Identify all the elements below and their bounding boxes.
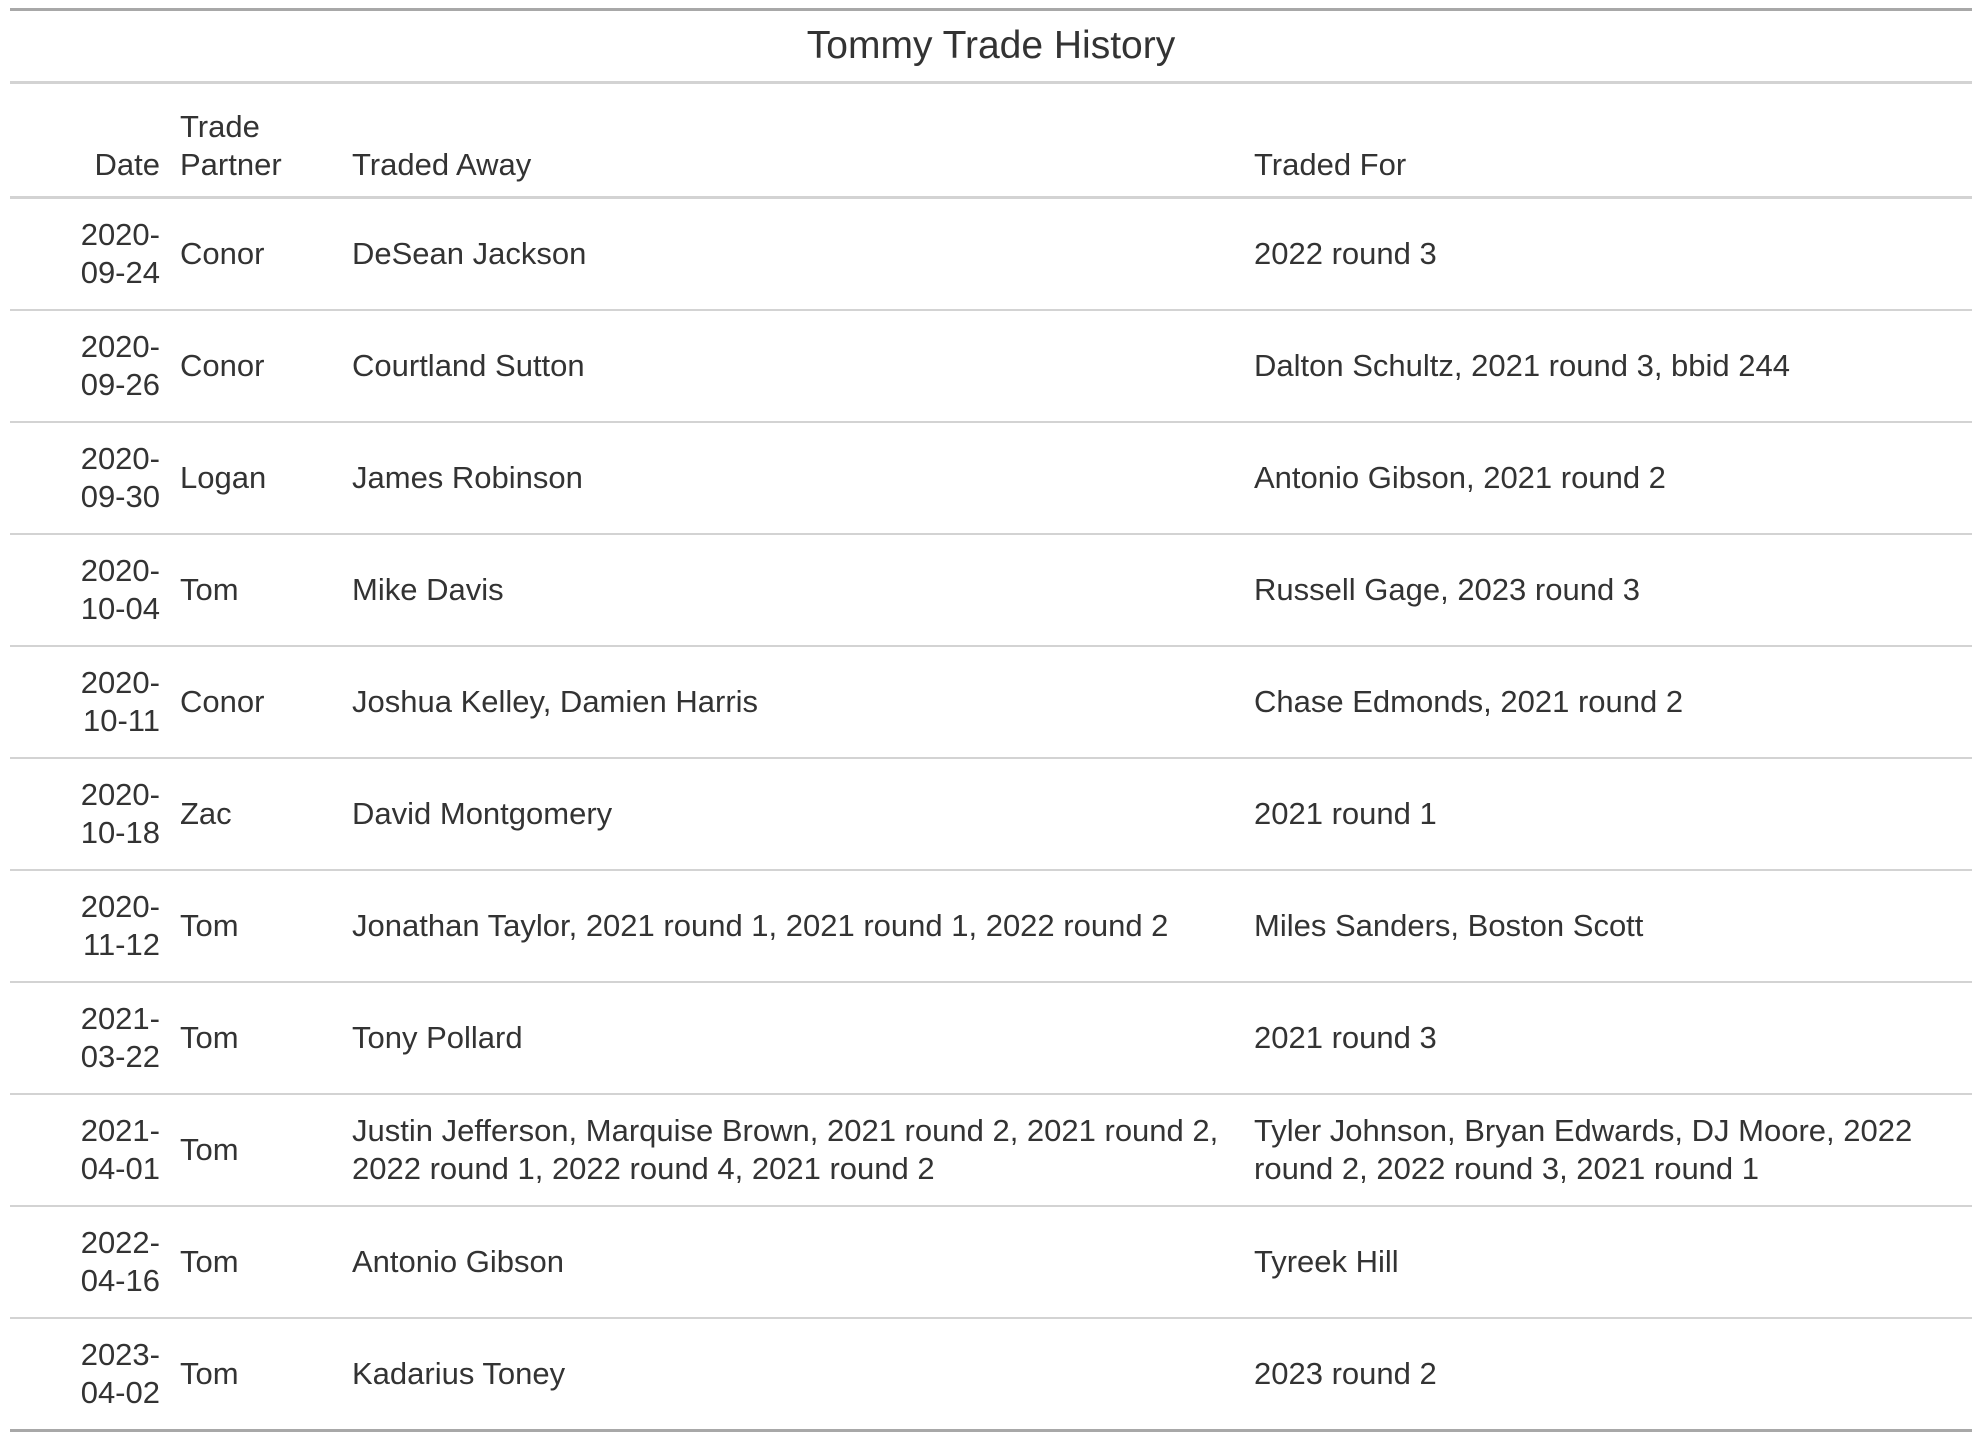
cell-date-monthday: 09-26	[80, 367, 160, 402]
cell-date-year: 2022-	[80, 1225, 160, 1260]
cell-date-monthday: 10-11	[83, 703, 160, 738]
cell-date-year: 2023-	[80, 1337, 160, 1372]
table-row: 2020- 10-18 Zac David Montgomery 2021 round …	[10, 758, 1972, 871]
cell-trade-partner: Conor	[180, 646, 352, 759]
table-row: 2023- 04-02 Tom Kadarius Toney 2023 round 2	[10, 1318, 1972, 1432]
cell-date-monthday: 04-02	[80, 1375, 160, 1410]
cell-traded-away: Justin Jefferson, Marquise Brown, 2021 r…	[352, 1094, 1254, 1207]
cell-date: 2020- 10-18	[10, 758, 180, 871]
cell-traded-for: 2021 round 1	[1254, 758, 1972, 871]
cell-traded-away: DeSean Jackson	[352, 197, 1254, 311]
cell-date: 2021- 04-01	[10, 1094, 180, 1207]
cell-date-monthday: 09-30	[80, 479, 160, 514]
trade-table: Date Trade Partner Traded Away Traded For…	[10, 84, 1972, 1432]
cell-date-year: 2020-	[80, 777, 160, 812]
cell-traded-away: James Robinson	[352, 422, 1254, 535]
cell-date-year: 2020-	[80, 329, 160, 364]
cell-traded-away: Joshua Kelley, Damien Harris	[352, 646, 1254, 759]
cell-traded-for: Antonio Gibson, 2021 round 2	[1254, 422, 1972, 535]
table-row: 2022- 04-16 Tom Antonio Gibson Tyreek Hill	[10, 1206, 1972, 1319]
cell-date-year: 2020-	[80, 665, 160, 700]
cell-date-year: 2020-	[80, 441, 160, 476]
cell-date-year: 2020-	[80, 217, 160, 252]
cell-traded-away: Courtland Sutton	[352, 310, 1254, 423]
header-traded-away: Traded Away	[352, 84, 1254, 199]
cell-traded-for: Chase Edmonds, 2021 round 2	[1254, 646, 1972, 759]
trade-history-table: Tommy Trade History Date Trade Partner Tr…	[10, 8, 1972, 1432]
cell-date-year: 2021-	[80, 1001, 160, 1036]
cell-trade-partner: Conor	[180, 310, 352, 423]
cell-date-monthday: 10-04	[80, 591, 160, 626]
header-traded-for: Traded For	[1254, 84, 1972, 199]
cell-trade-partner: Tom	[180, 1094, 352, 1207]
table-row: 2021- 03-22 Tom Tony Pollard 2021 round 3	[10, 982, 1972, 1095]
cell-date: 2022- 04-16	[10, 1206, 180, 1319]
cell-date-monthday: 03-22	[80, 1039, 160, 1074]
table-row: 2020- 09-24 Conor DeSean Jackson 2022 round …	[10, 197, 1972, 311]
table-row: 2020- 09-30 Logan James Robinson Antonio Gib…	[10, 422, 1972, 535]
cell-date-monthday: 10-18	[80, 815, 160, 850]
cell-trade-partner: Tom	[180, 1318, 352, 1432]
cell-trade-partner: Tom	[180, 534, 352, 647]
cell-trade-partner: Tom	[180, 1206, 352, 1319]
header-date: Date	[10, 84, 180, 199]
cell-traded-for: Russell Gage, 2023 round 3	[1254, 534, 1972, 647]
cell-date-year: 2020-	[80, 553, 160, 588]
cell-date-year: 2020-	[80, 889, 160, 924]
cell-traded-for: 2021 round 3	[1254, 982, 1972, 1095]
table-row: 2020- 10-04 Tom Mike Davis Russell Gage, 202…	[10, 534, 1972, 647]
cell-date: 2020- 11-12	[10, 870, 180, 983]
cell-traded-for: Tyreek Hill	[1254, 1206, 1972, 1319]
cell-date: 2020- 10-04	[10, 534, 180, 647]
table-row: 2020- 10-11 Conor Joshua Kelley, Damien Har…	[10, 646, 1972, 759]
cell-date-monthday: 11-12	[83, 927, 160, 962]
cell-trade-partner: Tom	[180, 982, 352, 1095]
header-trade-partner-line1: Trade	[180, 109, 260, 144]
cell-date-monthday: 04-01	[80, 1151, 160, 1186]
cell-date-monthday: 09-24	[80, 255, 160, 290]
cell-traded-for: 2022 round 3	[1254, 197, 1972, 311]
cell-traded-for: Miles Sanders, Boston Scott	[1254, 870, 1972, 983]
header-trade-partner-line2: Partner	[180, 147, 282, 182]
cell-date: 2023- 04-02	[10, 1318, 180, 1432]
cell-traded-away: Mike Davis	[352, 534, 1254, 647]
cell-traded-away: Antonio Gibson	[352, 1206, 1254, 1319]
cell-date-year: 2021-	[80, 1113, 160, 1148]
header-row: Date Trade Partner Traded Away Traded For	[10, 84, 1972, 199]
cell-traded-away: Kadarius Toney	[352, 1318, 1254, 1432]
top-rule	[10, 8, 1972, 11]
cell-traded-for: 2023 round 2	[1254, 1318, 1972, 1432]
cell-date: 2020- 09-30	[10, 422, 180, 535]
cell-traded-for: Dalton Schultz, 2021 round 3, bbid 244	[1254, 310, 1972, 423]
table-body: 2020- 09-24 Conor DeSean Jackson 2022 round …	[10, 197, 1972, 1432]
cell-date: 2020- 10-11	[10, 646, 180, 759]
header-trade-partner: Trade Partner	[180, 84, 352, 199]
table-title: Tommy Trade History	[10, 11, 1972, 84]
cell-trade-partner: Conor	[180, 197, 352, 311]
cell-traded-for: Tyler Johnson, Bryan Edwards, DJ Moore, …	[1254, 1094, 1972, 1207]
cell-traded-away: David Montgomery	[352, 758, 1254, 871]
cell-date: 2021- 03-22	[10, 982, 180, 1095]
table-row: 2020- 11-12 Tom Jonathan Taylor, 2021 round…	[10, 870, 1972, 983]
table-row: 2021- 04-01 Tom Justin Jefferson, Marquise …	[10, 1094, 1972, 1207]
cell-date: 2020- 09-24	[10, 197, 180, 311]
cell-traded-away: Jonathan Taylor, 2021 round 1, 2021 roun…	[352, 870, 1254, 983]
cell-date-monthday: 04-16	[80, 1263, 160, 1298]
cell-trade-partner: Tom	[180, 870, 352, 983]
cell-traded-away: Tony Pollard	[352, 982, 1254, 1095]
table-row: 2020- 09-26 Conor Courtland Sutton Dalton Sc…	[10, 310, 1972, 423]
cell-trade-partner: Zac	[180, 758, 352, 871]
cell-date: 2020- 09-26	[10, 310, 180, 423]
cell-trade-partner: Logan	[180, 422, 352, 535]
